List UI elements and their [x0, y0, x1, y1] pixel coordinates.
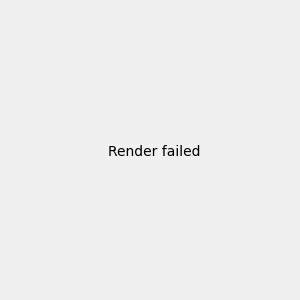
Text: Render failed: Render failed	[107, 145, 200, 158]
